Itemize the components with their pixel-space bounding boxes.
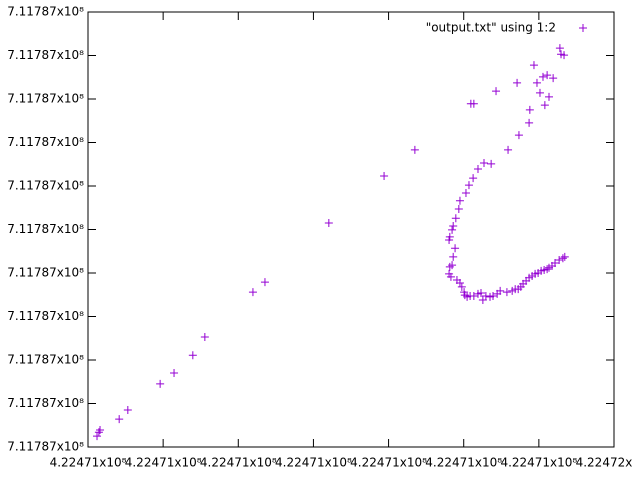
- y-tick-label: 7.11787x10⁸: [7, 353, 84, 367]
- point: [94, 428, 103, 437]
- point: [469, 174, 478, 183]
- point: [188, 351, 197, 360]
- plot-frame: [87, 11, 615, 448]
- point: [446, 272, 455, 281]
- point: [96, 426, 105, 435]
- point: [449, 222, 458, 231]
- x-tick-label: 4.22471x10⁸: [350, 456, 427, 470]
- point: [525, 118, 534, 127]
- point: [454, 205, 463, 214]
- point: [560, 252, 569, 261]
- point: [476, 289, 485, 298]
- point: [123, 406, 132, 415]
- point: [170, 369, 179, 378]
- point: [489, 292, 498, 301]
- point: [448, 225, 457, 234]
- point: [445, 262, 454, 271]
- point: [248, 288, 257, 297]
- point: [532, 78, 541, 87]
- point: [260, 278, 269, 287]
- point: [535, 88, 544, 97]
- point: [514, 131, 523, 140]
- point: [451, 244, 460, 253]
- point: [513, 78, 522, 87]
- point: [502, 288, 511, 297]
- point: [545, 92, 554, 101]
- point: [380, 171, 389, 180]
- point: [469, 99, 478, 108]
- point: [455, 279, 464, 288]
- y-tick-label: 7.11787x10⁸: [7, 396, 84, 410]
- y-tick-label: 7.11787x10⁸: [7, 48, 84, 62]
- point: [555, 44, 564, 53]
- x-tick-label: 4.22471x10⁸: [200, 456, 277, 470]
- point: [540, 101, 549, 110]
- point: [525, 105, 534, 114]
- point: [560, 51, 569, 60]
- x-tick-label: 4.22471x10⁸: [125, 456, 202, 470]
- point: [543, 265, 552, 274]
- point: [410, 145, 419, 154]
- y-tick-label: 7.11787x10⁸: [7, 92, 84, 106]
- point: [529, 61, 538, 70]
- point: [445, 232, 454, 241]
- point: [480, 158, 489, 167]
- x-tick-label: 4.22472x10⁸: [576, 456, 633, 470]
- legend-marker: [579, 24, 587, 32]
- point: [448, 261, 457, 270]
- point: [473, 165, 482, 174]
- point: [451, 214, 460, 223]
- point: [538, 72, 547, 81]
- point: [461, 188, 470, 197]
- y-tick-label: 7.11787x10⁸: [7, 309, 84, 323]
- point: [455, 196, 464, 205]
- point: [324, 218, 333, 227]
- y-tick-label: 7.11787x10⁸: [7, 440, 84, 454]
- point: [555, 255, 564, 264]
- point: [492, 87, 501, 96]
- point: [93, 432, 102, 441]
- x-tick-label: 4.22471x10⁸: [500, 456, 577, 470]
- point: [481, 292, 490, 301]
- point: [200, 332, 209, 341]
- point: [449, 252, 458, 261]
- point: [543, 71, 552, 80]
- legend-label: "output.txt" using 1:2: [426, 21, 556, 35]
- x-tick-label: 4.22471x10⁸: [275, 456, 352, 470]
- y-tick-label: 7.11787x10⁸: [7, 222, 84, 236]
- point: [115, 415, 124, 424]
- point: [464, 181, 473, 190]
- point: [558, 254, 567, 263]
- point: [504, 145, 513, 154]
- point: [457, 282, 466, 291]
- point: [551, 258, 560, 267]
- y-tick-label: 7.11787x10⁸: [7, 135, 84, 149]
- x-tick-label: 4.22471x10⁸: [50, 456, 127, 470]
- point: [549, 74, 558, 83]
- x-tick-label: 4.22471x10⁸: [425, 456, 502, 470]
- y-tick-label: 7.11787x10⁸: [7, 179, 84, 193]
- point: [496, 286, 505, 295]
- point: [487, 159, 496, 168]
- point: [469, 292, 478, 301]
- y-tick-label: 7.11787x10⁸: [7, 266, 84, 280]
- point: [156, 379, 165, 388]
- y-tick-label: 7.11787x10⁸: [7, 5, 84, 19]
